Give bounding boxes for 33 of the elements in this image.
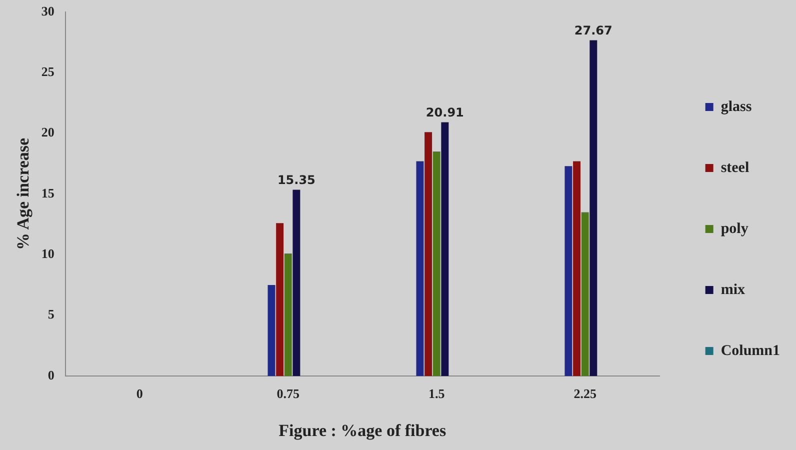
legend-label: glass [720,98,752,115]
y-tick-label: 15 [41,185,55,200]
y-tick-label: 5 [48,306,55,322]
x-tick-label: 1.5 [428,386,446,402]
bar [590,40,598,376]
y-tick-label: 10 [41,246,54,262]
data-label: 27.67 [574,23,612,38]
x-tick-label: 2.25 [574,386,597,402]
y-tick-label: 20 [41,124,54,140]
y-axis-title: % Age increase [14,138,33,250]
bar [276,223,284,376]
data-label: 15.35 [277,172,316,187]
y-tick-label: 25 [41,64,55,80]
bar [284,253,292,376]
bar [268,285,276,376]
legend-label: poly [720,220,749,237]
bar [573,161,581,376]
y-tick-label: 0 [48,367,54,382]
legend-label: steel [720,160,750,176]
x-tick-label: 0 [136,386,143,402]
bar [292,190,300,376]
bar [432,152,440,376]
legend-label: Column1 [720,342,780,359]
bar [424,132,432,376]
y-tick-label: 30 [41,3,54,18]
legend-label: mix [720,282,746,298]
data-label: 20.91 [426,105,464,120]
x-axis-title: Figure : %age of fibres [278,421,446,440]
x-tick-label: 0.75 [276,386,300,402]
bar [416,161,424,376]
bar [564,166,572,376]
bar [441,122,449,376]
bar [581,212,589,376]
